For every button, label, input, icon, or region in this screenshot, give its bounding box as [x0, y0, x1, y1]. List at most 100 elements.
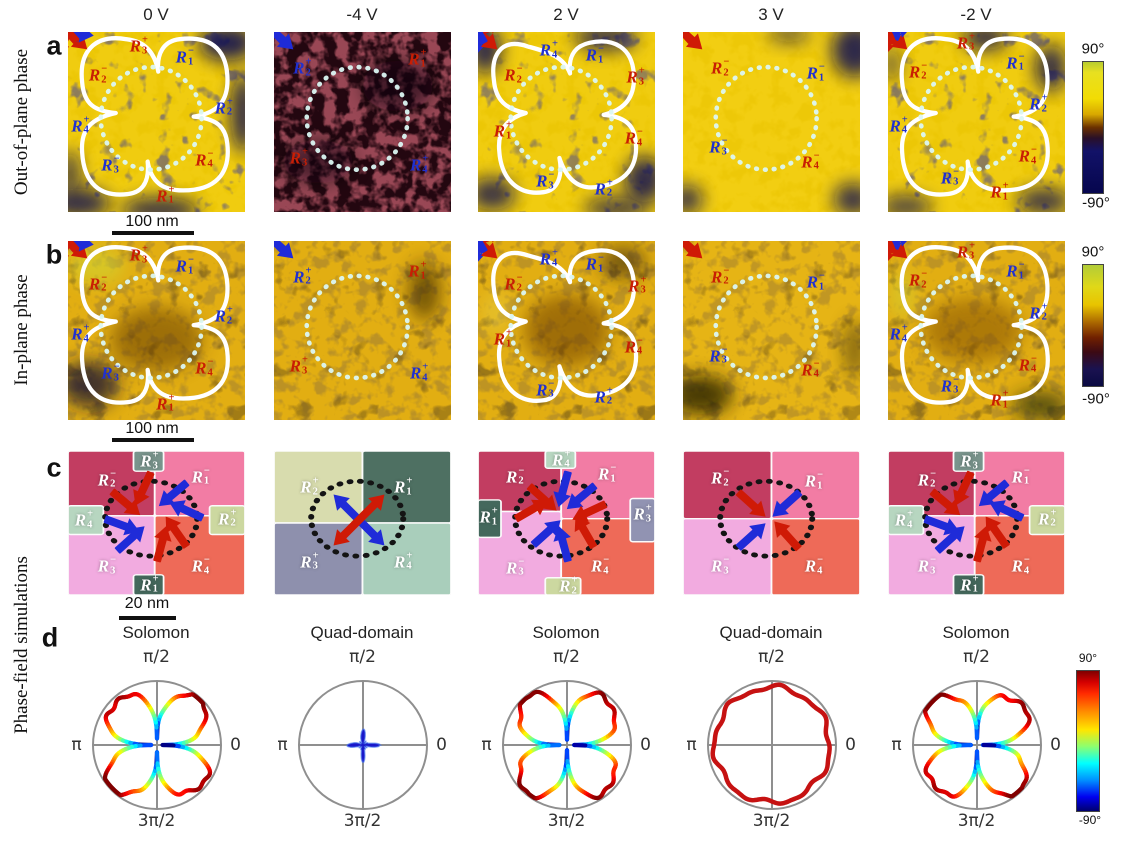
panel-c-0V: R −2 R −1 R −3 R −4 R +4 R +2 R +3 R +1 [68, 451, 245, 595]
r-symbol: R [214, 306, 226, 326]
colorbar-a-min: -90° [1082, 194, 1110, 212]
row-label-out-of-plane: Out-of-plane phase [11, 48, 32, 196]
r-sub-sup: +3 [640, 274, 647, 296]
r-symbol: R [889, 116, 901, 136]
r-label-R1-plus: R +1 [493, 328, 512, 350]
r-symbol: R [140, 575, 152, 595]
r-sub-sup: +2 [606, 177, 613, 199]
r-symbol: R [598, 464, 610, 484]
r-symbol: R [804, 556, 817, 576]
scalebar-line-c [119, 616, 176, 620]
r-symbol: R [88, 274, 101, 294]
r-symbol: R [956, 33, 969, 53]
r-symbol: R [140, 451, 152, 471]
r-sub-sup: +3 [141, 243, 148, 266]
r-symbol: R [504, 65, 516, 85]
r-label-R2-minus: R −2 [918, 469, 936, 490]
r-label-R1-plus: R +1 [140, 574, 158, 595]
r-sub-sup: −1 [597, 43, 604, 66]
r-symbol: R [894, 510, 907, 530]
r-symbol: R [990, 182, 1002, 202]
r-sub-sup: −1 [610, 462, 617, 485]
r-symbol: R [801, 360, 813, 380]
polar-plot-solomon [902, 670, 1052, 820]
r-sub-sup: +1 [406, 475, 413, 497]
r-sub-sup: −1 [187, 254, 194, 277]
r-symbol: R [709, 346, 721, 366]
r-symbol: R [71, 116, 83, 136]
r-sub-sup: +4 [422, 361, 429, 384]
panel-b-3V: R −2 R −1 R −3 R −4 [683, 241, 860, 420]
r-label-R2-minus: R −2 [88, 64, 107, 86]
r-symbol: R [129, 245, 141, 265]
panel-c-3V: R −2 R −1 R −3 R −4 [683, 451, 860, 595]
r-sub-sup: −2 [921, 268, 928, 291]
r-sub-sup: +3 [969, 32, 976, 53]
r-symbol: R [624, 337, 636, 357]
r-symbol: R [1038, 509, 1050, 529]
r-label-R3-plus: R +3 [957, 241, 975, 262]
r-symbol: R [908, 62, 921, 82]
r-sub-sup: −3 [113, 153, 120, 176]
r-symbol: R [1029, 94, 1041, 114]
r-sub-sup: −3 [110, 554, 117, 577]
r-symbol: R [585, 254, 597, 274]
r-label-R3-plus: R +3 [290, 147, 308, 169]
r-symbol: R [960, 575, 972, 595]
r-sub-sup: +4 [901, 322, 908, 345]
polar-axis-left: π [71, 735, 82, 755]
r-label-R1-minus: R −1 [807, 271, 825, 293]
r-sub-sup: +4 [83, 114, 90, 136]
r-label-R3-minus: R −3 [101, 153, 120, 176]
r-symbol: R [1011, 556, 1023, 576]
r-symbol: R [990, 390, 1002, 410]
r-label-R3-minus: R −3 [536, 379, 554, 400]
r-symbol: R [214, 98, 226, 118]
polar-title-3: Quad-domain [719, 623, 823, 642]
panel-a-2V: R +4 R −1 R −2 R +3 R +1 R −4 R −3 R +2 [478, 32, 655, 212]
r-label-R3-plus: R +3 [290, 355, 308, 377]
r-sub-sup: +2 [1050, 507, 1057, 529]
r-symbol: R [88, 65, 101, 85]
r-symbol: R [917, 470, 930, 490]
panel-a-0V: R +3 R −1 R −2 R +2 R +4 R −3 R −4 R +1 [68, 32, 245, 212]
r-label-R1-minus: R −1 [176, 254, 194, 277]
polar-axis-right: 0 [845, 735, 856, 755]
polar-axis-bottom: 3π/2 [343, 811, 382, 831]
r-sub-sup: +2 [606, 385, 613, 407]
r-symbol: R [626, 67, 638, 87]
polar-plot-quad-domain [288, 670, 438, 820]
r-sub-sup: +1 [1002, 180, 1009, 203]
r-sub-sup: +3 [969, 241, 976, 262]
r-sub-sup: −4 [1023, 554, 1030, 577]
r-label-R3-plus: R +3 [960, 451, 978, 472]
colorbar-a [1082, 61, 1104, 194]
column-voltage-0: 0 V [143, 5, 169, 24]
r-symbol: R [624, 128, 636, 148]
r-label-R2-minus: R −2 [711, 467, 729, 489]
r-sub-sup: −2 [516, 63, 523, 86]
r-sub-sup: −2 [930, 468, 937, 490]
r-label-R2-minus: R −2 [98, 469, 116, 490]
r-label-R1-plus: R +1 [156, 393, 174, 414]
row-label-phase-field: Phase-field simulations [11, 556, 32, 734]
r-label-R3-plus: R +3 [129, 243, 148, 266]
r-label-R2-plus: R +2 [218, 508, 236, 529]
r-sub-sup: +1 [420, 259, 427, 282]
r-sub-sup: −1 [1023, 465, 1030, 487]
r-label-R4-minus: R −4 [1011, 554, 1030, 577]
r-label-R4-plus: R +4 [552, 451, 570, 470]
polar-axis-left: π [277, 735, 288, 755]
scalebar-line-b [112, 438, 194, 442]
r-symbol: R [917, 556, 930, 576]
r-symbol: R [1029, 303, 1041, 323]
r-symbol: R [1018, 355, 1031, 374]
r-label-R3-minus: R −3 [101, 362, 119, 384]
r-symbol: R [156, 186, 168, 206]
r-label-R2-plus: R +2 [594, 386, 612, 407]
r-symbol: R [493, 329, 505, 349]
r-label-R3-minus: R −3 [941, 375, 959, 396]
r-label-R4-plus: R +4 [410, 361, 429, 384]
r-symbol: R [1006, 53, 1018, 73]
r-symbol: R [536, 380, 548, 400]
